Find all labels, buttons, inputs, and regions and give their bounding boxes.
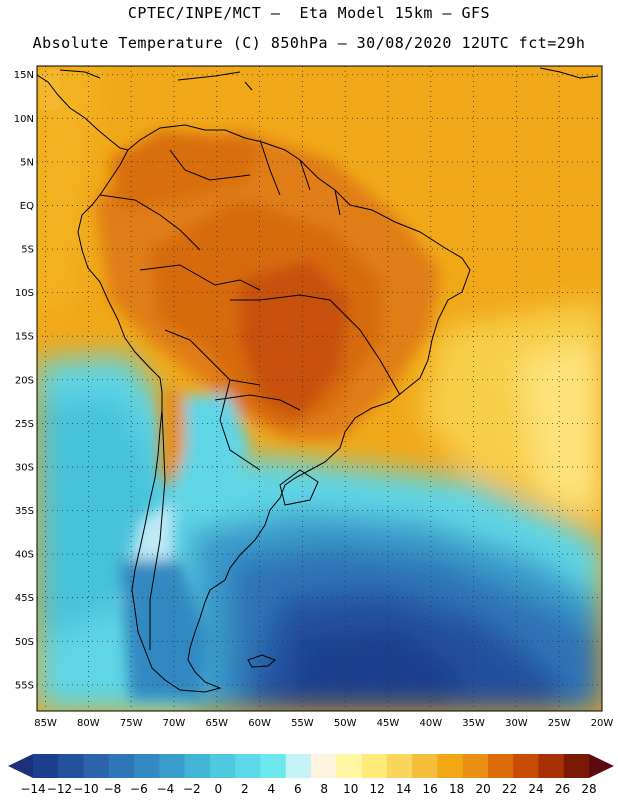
colorbar-label: 12: [370, 782, 385, 796]
colorbar-label: −2: [183, 782, 201, 796]
lat-tick-label: 45S: [15, 593, 34, 604]
lon-tick-label: 30W: [505, 718, 528, 729]
colorbar-label: 20: [475, 782, 490, 796]
colorbar-label: 0: [215, 782, 223, 796]
colorbar-label: 10: [343, 782, 358, 796]
colorbar-cell: [336, 754, 362, 778]
lat-tick-label: EQ: [20, 201, 34, 212]
colorbar-cell: [209, 754, 236, 778]
lon-tick-label: 55W: [291, 718, 314, 729]
colorbar-cell: [487, 754, 514, 778]
lat-tick-label: 50S: [15, 637, 34, 648]
lon-tick-label: 75W: [120, 718, 143, 729]
chart-title-line1: CPTEC/INPE/MCT – Eta Model 15km – GFS: [127, 4, 491, 22]
lon-tick-label: 50W: [334, 718, 357, 729]
colorbar-label: −8: [104, 782, 122, 796]
colorbar-label: 6: [294, 782, 302, 796]
colorbar-cell: [412, 754, 438, 778]
colorbar-label: −6: [130, 782, 148, 796]
lon-tick-label: 70W: [163, 718, 186, 729]
colorbar-cell: [462, 754, 489, 778]
colorbar-label: −4: [157, 782, 175, 796]
lon-tick-label: 45W: [377, 718, 400, 729]
lon-tick-label: 25W: [548, 718, 571, 729]
colorbar-label: 4: [267, 782, 275, 796]
colorbar-label: 28: [581, 782, 596, 796]
colorbar-label: −12: [47, 782, 72, 796]
lat-tick-label: 55S: [15, 680, 34, 691]
colorbar: −14 −12 −10 −8 −6 −4 −2 0 2 4 6 8 10 12 14 16 18 20 22 24 26…: [8, 754, 614, 796]
colorbar-cell: [134, 754, 160, 778]
coastlines: [37, 67, 599, 693]
lon-tick-label: 80W: [77, 718, 100, 729]
colorbar-cell: [108, 754, 135, 778]
colorbar-max-arrow: [589, 754, 614, 778]
colorbar-cell: [563, 754, 590, 778]
colorbar-cell: [83, 754, 110, 778]
colorbar-cell: [235, 754, 261, 778]
colorbar-label: 14: [396, 782, 411, 796]
graticule: [37, 66, 602, 711]
chart-title-line2: Absolute Temperature (C) 850hPa – 30/08/…: [32, 34, 586, 52]
lat-tick-label: 15S: [15, 332, 34, 343]
lat-tick-label: 35S: [15, 506, 34, 517]
colorbar-label: 2: [241, 782, 249, 796]
lon-tick-label: 85W: [34, 718, 57, 729]
lat-tick-label: 20S: [15, 375, 34, 386]
lon-tick-label: 20W: [591, 718, 614, 729]
colorbar-min-arrow: [8, 754, 33, 778]
latitude-axis: 15N 10N 5N EQ 5S 10S 15S 20S 25S 30S 35S 40S 45S 50S 5…: [14, 70, 34, 691]
colorbar-label: −14: [20, 782, 45, 796]
colorbar-cell: [159, 754, 185, 778]
colorbar-cell: [58, 754, 84, 778]
lat-tick-label: 15N: [14, 70, 34, 81]
lat-tick-label: 5N: [20, 157, 34, 168]
lat-tick-label: 5S: [21, 245, 34, 256]
lat-tick-label: 10N: [14, 114, 34, 125]
colorbar-cell: [33, 754, 59, 778]
colorbar-cell: [437, 754, 463, 778]
lon-tick-label: 60W: [248, 718, 271, 729]
colorbar-label: −10: [73, 782, 98, 796]
lat-tick-label: 25S: [15, 419, 34, 430]
longitude-axis: 85W 80W 75W 70W 65W 60W 55W 50W 45W 40W 35W 30W 25W 2…: [34, 718, 613, 729]
colorbar-label: 8: [320, 782, 328, 796]
colorbar-label: 22: [502, 782, 517, 796]
temperature-field: [37, 66, 602, 711]
colorbar-cell: [311, 754, 337, 778]
colorbar-label: 16: [423, 782, 438, 796]
lat-tick-label: 10S: [15, 288, 34, 299]
colorbar-label: 24: [528, 782, 543, 796]
colorbar-cell: [386, 754, 413, 778]
lon-tick-label: 40W: [419, 718, 442, 729]
colorbar-label: 18: [449, 782, 464, 796]
colorbar-cell: [260, 754, 287, 778]
lon-tick-label: 35W: [462, 718, 485, 729]
colorbar-cell: [513, 754, 539, 778]
colorbar-cell: [184, 754, 211, 778]
colorbar-cell: [361, 754, 388, 778]
lon-tick-label: 65W: [205, 718, 228, 729]
lat-tick-label: 40S: [15, 550, 34, 561]
colorbar-cell: [285, 754, 312, 778]
plot-frame: [36, 65, 603, 712]
colorbar-label: 26: [555, 782, 570, 796]
lat-tick-label: 30S: [15, 462, 34, 473]
colorbar-cell: [538, 754, 565, 778]
